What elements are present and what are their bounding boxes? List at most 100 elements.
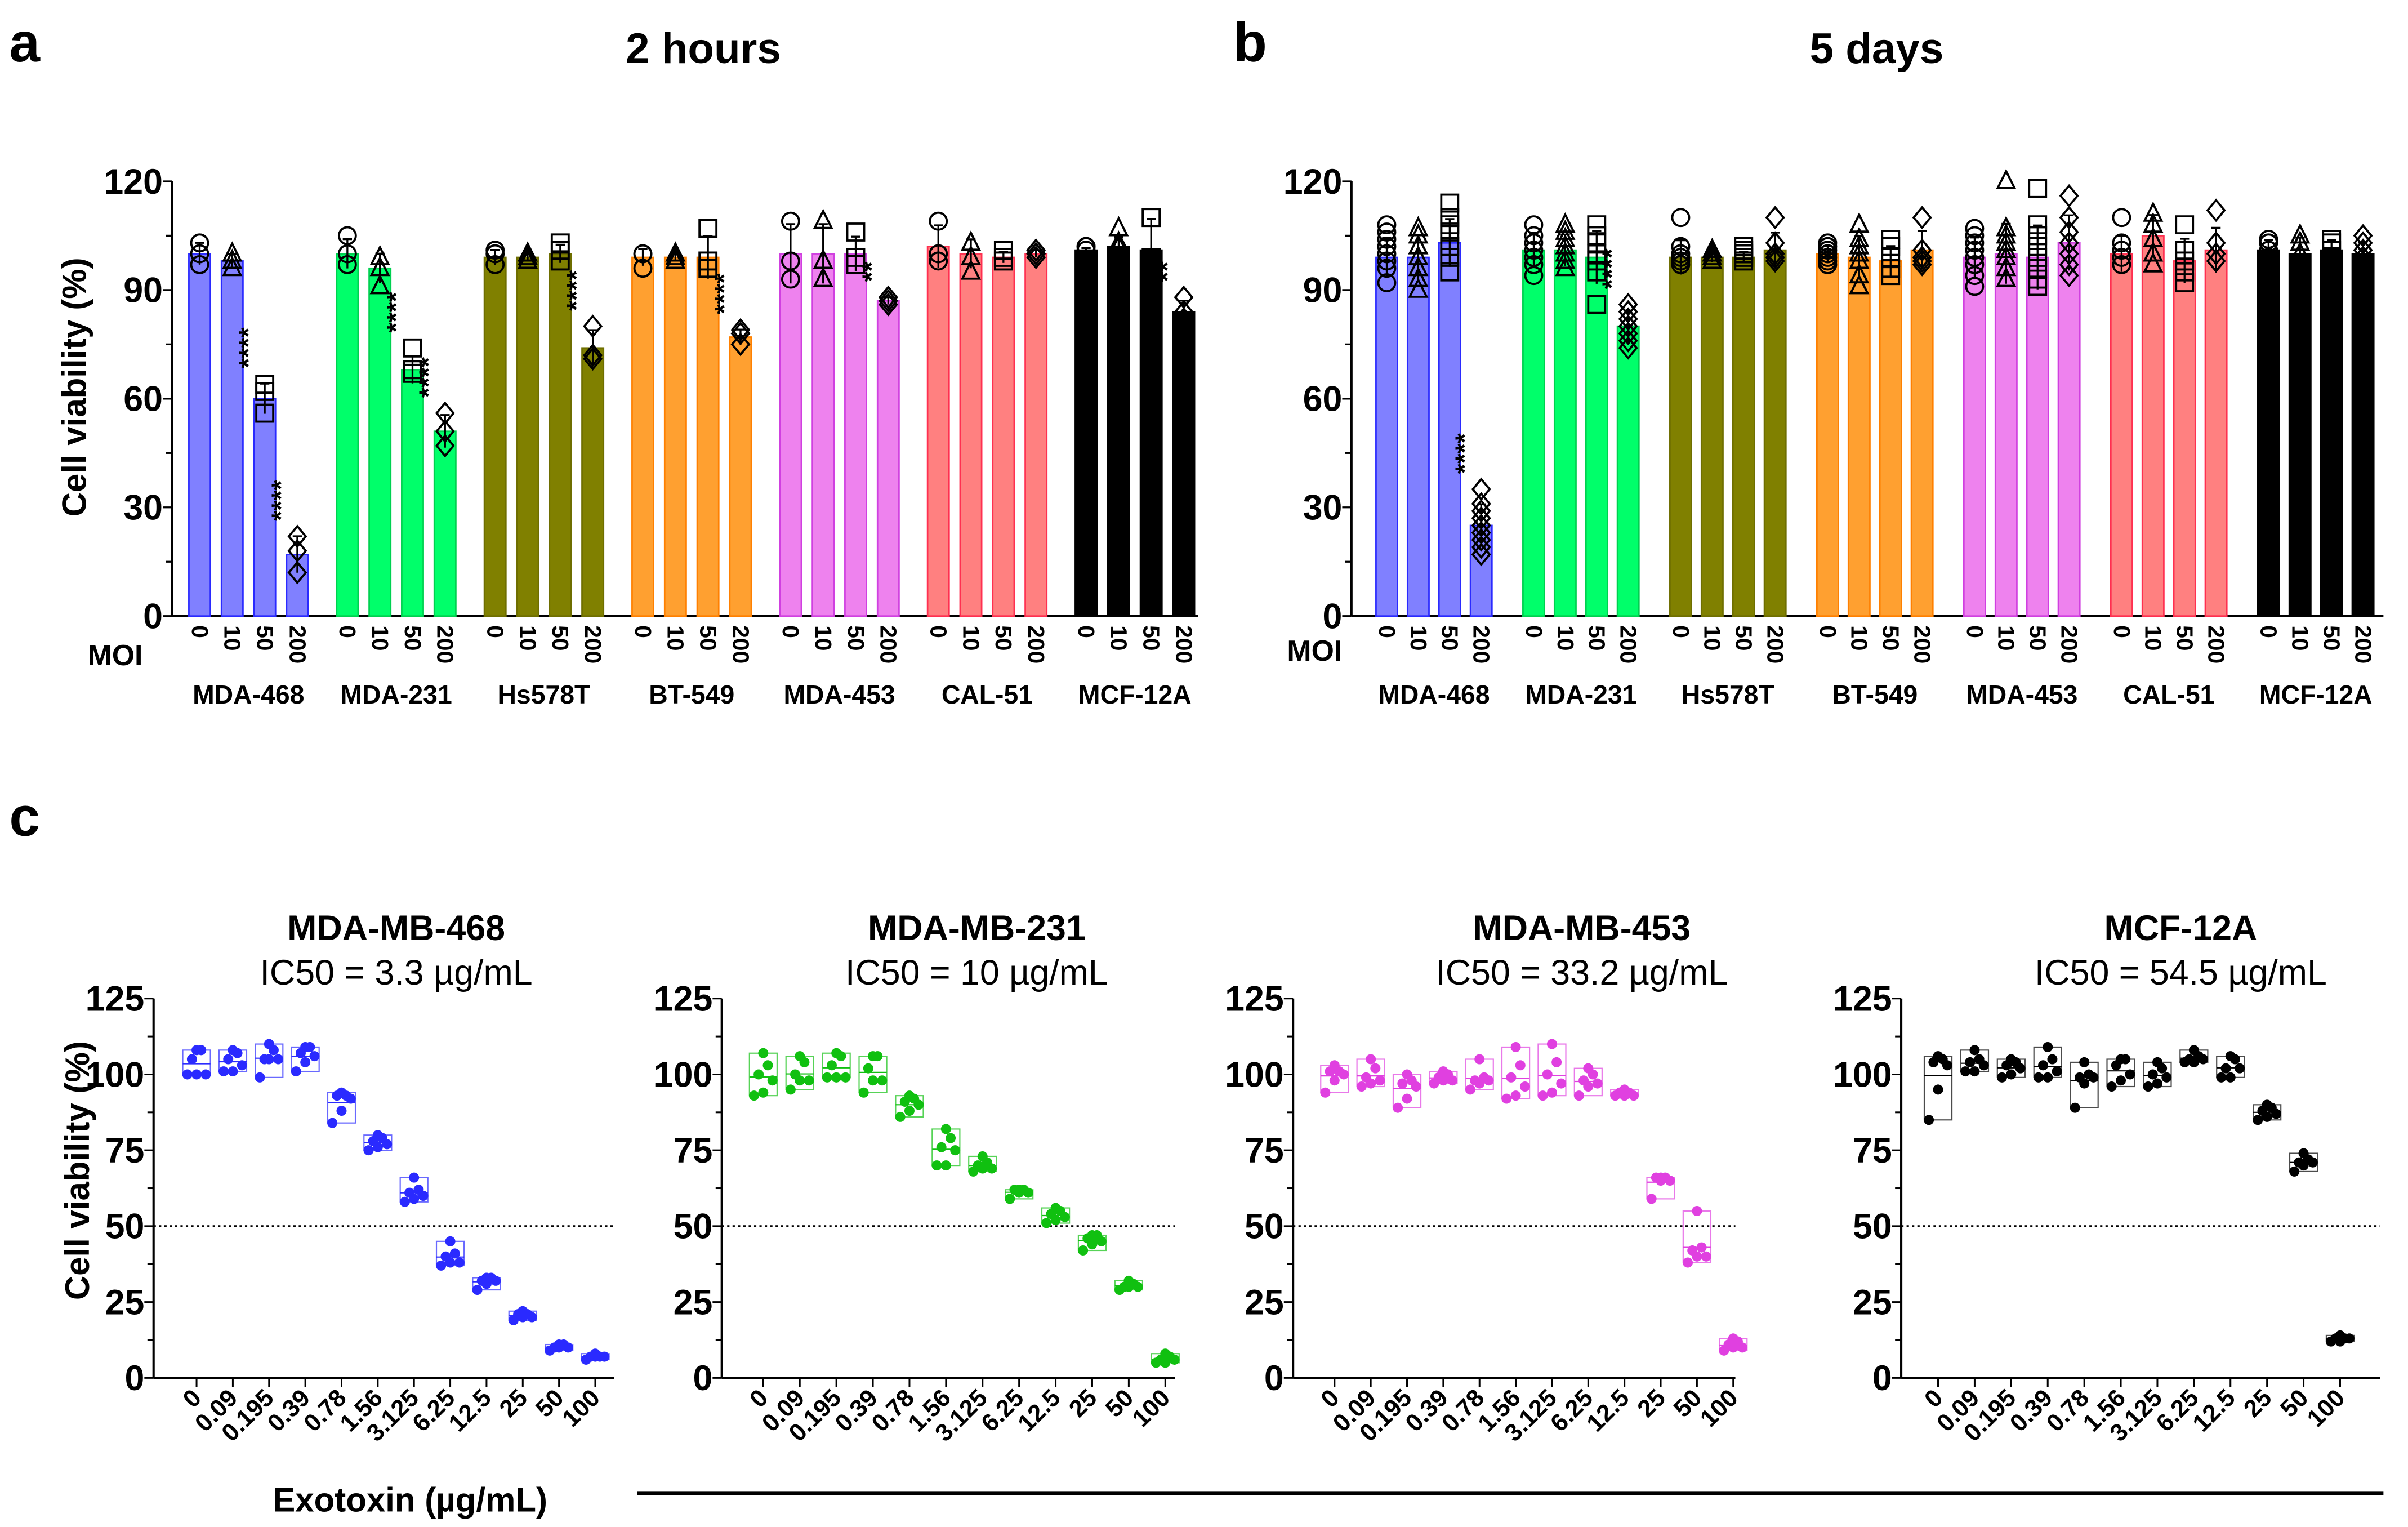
data-point xyxy=(2298,1148,2309,1159)
data-point-circle xyxy=(781,269,800,289)
data-point xyxy=(554,1339,564,1350)
data-point-circle xyxy=(190,244,209,264)
data-point xyxy=(200,1069,211,1080)
data-point xyxy=(223,1054,234,1065)
data-point xyxy=(931,1160,942,1171)
data-point-triangle xyxy=(1849,262,1870,284)
x-tick-label-moi: 10 xyxy=(2141,625,2166,651)
data-point xyxy=(1960,1066,1971,1077)
data-point-circle xyxy=(1965,226,1985,246)
data-point-triangle xyxy=(1408,223,1429,244)
bar xyxy=(2110,253,2133,617)
x-tick-label-moi: 0 xyxy=(1815,625,1841,638)
data-point-square xyxy=(1881,248,1901,267)
data-point-square xyxy=(1440,248,1460,267)
data-point-circle xyxy=(1965,219,1985,238)
data-point-triangle xyxy=(1702,241,1723,262)
data-point xyxy=(785,1084,796,1095)
x-tick-label-moi: 10 xyxy=(1847,625,1872,651)
data-point-triangle xyxy=(1996,230,2017,251)
data-point-circle xyxy=(1965,277,1985,296)
data-point-diamond xyxy=(1174,285,1194,309)
data-point-circle xyxy=(2112,241,2131,260)
data-point-triangle xyxy=(1555,234,1576,255)
data-point-square xyxy=(2028,269,2048,289)
subplot-title: MDA-MB-468 xyxy=(287,909,505,948)
data-point-square xyxy=(2028,259,2048,278)
x-tick-label-moi: 0 xyxy=(1374,625,1400,638)
data-point-square xyxy=(993,241,1013,260)
data-point xyxy=(2289,1166,2300,1177)
data-point-square xyxy=(1440,208,1460,228)
x-tick-label-moi: 200 xyxy=(2203,625,2229,664)
data-point-triangle xyxy=(1555,248,1576,269)
x-tick-label: 25 xyxy=(1633,1384,1671,1423)
y-tick-label: 120 xyxy=(1283,162,1343,202)
data-point xyxy=(1546,1039,1557,1049)
y-tick-label: 90 xyxy=(123,271,163,310)
data-point xyxy=(2220,1063,2231,1074)
data-point xyxy=(904,1090,915,1101)
data-point xyxy=(2143,1081,2153,1092)
data-point-circle xyxy=(1377,222,1397,242)
x-tick-label-moi: 50 xyxy=(991,625,1016,651)
y-tick-label: 75 xyxy=(1853,1131,1892,1170)
data-point-circle xyxy=(1965,266,1985,286)
data-point-diamond xyxy=(1765,231,1785,255)
data-point-circle xyxy=(485,241,505,260)
y-tick-label: 120 xyxy=(104,162,163,202)
data-point xyxy=(940,1124,951,1134)
data-point-square xyxy=(550,233,570,253)
data-point xyxy=(1974,1054,1985,1065)
data-point-triangle xyxy=(2143,241,2164,262)
significance-label: **** xyxy=(709,274,738,314)
data-point-diamond xyxy=(2059,242,2079,266)
data-point-triangle xyxy=(1408,244,1429,265)
x-tick-label-moi: 10 xyxy=(1994,625,2019,651)
data-point-circle xyxy=(1377,259,1397,278)
x-tick-label-moi: 200 xyxy=(1023,625,1049,664)
x-tick-label-moi: 200 xyxy=(1469,625,1495,664)
data-point xyxy=(1969,1066,1980,1077)
x-tick-label: 100 xyxy=(2302,1384,2350,1432)
data-point-square xyxy=(1587,295,1607,314)
y-tick-label: 60 xyxy=(123,380,163,419)
significance-label: ** xyxy=(857,261,886,282)
data-point xyxy=(237,1060,247,1071)
bar xyxy=(1616,325,1640,617)
group-label: MCF-12A xyxy=(1078,680,1192,709)
data-point xyxy=(1123,1275,1134,1286)
data-point xyxy=(409,1172,420,1183)
data-point-circle xyxy=(190,233,209,253)
data-point xyxy=(2116,1054,2126,1065)
x-tick-label: 100 xyxy=(1127,1384,1175,1432)
bar xyxy=(2320,249,2343,617)
data-point-square xyxy=(1587,233,1607,253)
data-point-triangle xyxy=(1108,216,1129,237)
data-point-triangle xyxy=(1996,237,2017,259)
data-point xyxy=(2125,1069,2135,1080)
data-point-circle xyxy=(1965,255,1985,274)
data-point xyxy=(1087,1230,1098,1241)
x-tick-label-moi: 50 xyxy=(547,625,573,651)
data-point xyxy=(1014,1185,1024,1195)
data-point-triangle xyxy=(1996,244,2017,265)
data-point xyxy=(1933,1051,1943,1062)
data-point xyxy=(940,1160,951,1171)
bar xyxy=(1406,256,1430,617)
x-tick-label-moi: 50 xyxy=(2172,625,2198,651)
x-tick-label-moi: 10 xyxy=(1406,625,1432,651)
x-tick-label-moi: 0 xyxy=(335,625,360,638)
x-tick-label-moi: 10 xyxy=(1700,625,1725,651)
data-point xyxy=(440,1251,451,1262)
panel-c-ylabel: Cell viability (%) xyxy=(59,1041,96,1300)
bar xyxy=(1963,256,1986,617)
data-point-triangle xyxy=(517,244,538,265)
data-point xyxy=(436,1260,447,1271)
data-point-square xyxy=(846,255,866,274)
panel-b-xlabel: MOI xyxy=(1287,634,1342,667)
data-point xyxy=(1402,1069,1412,1080)
data-point-diamond xyxy=(1471,477,1491,501)
